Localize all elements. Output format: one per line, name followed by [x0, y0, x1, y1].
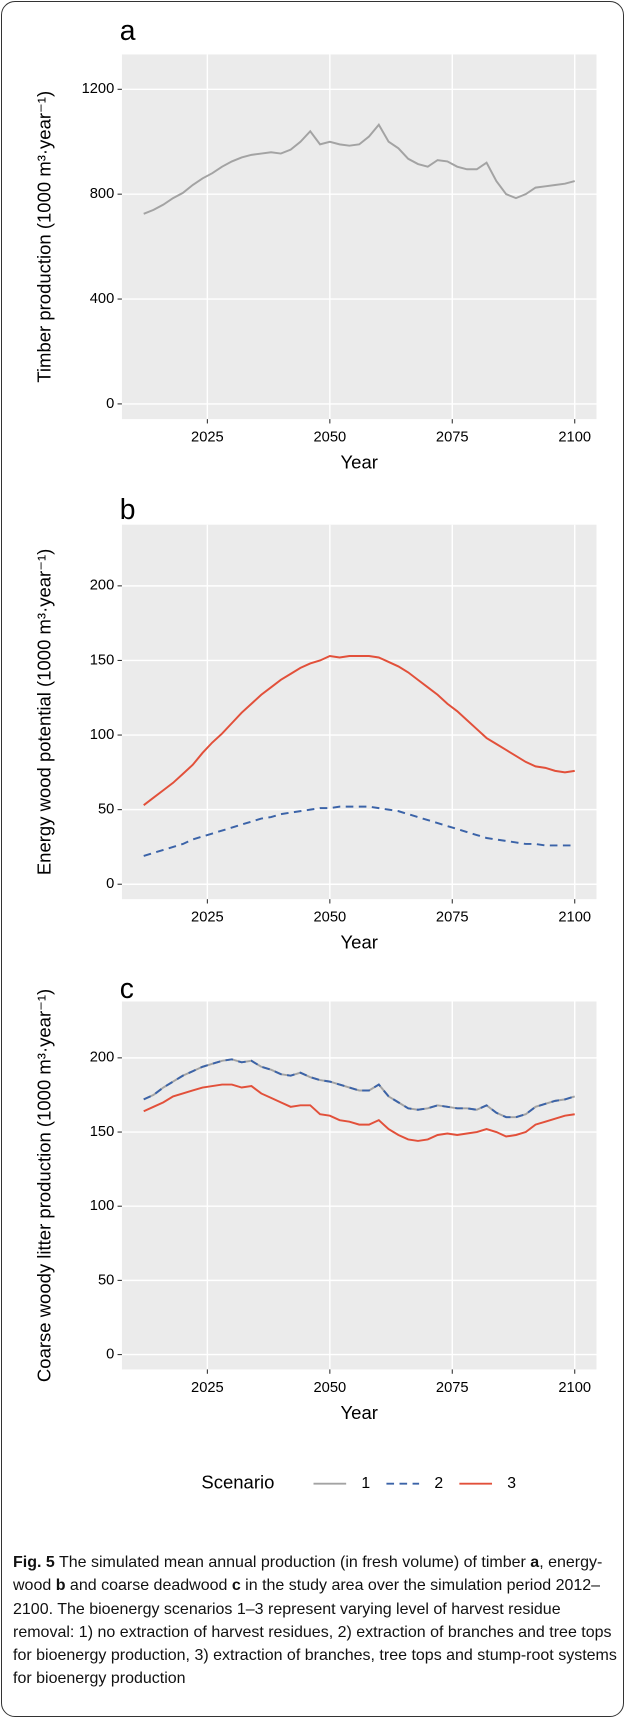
x-tick-label: 2100 — [558, 429, 591, 445]
caption-bold: Fig. 5 — [13, 1554, 55, 1571]
x-tick-label: 2100 — [558, 1380, 591, 1396]
x-tick-label: 2025 — [191, 1380, 224, 1396]
legend-label: 3 — [507, 1475, 516, 1492]
y-tick-label: 0 — [106, 876, 114, 892]
y-tick-label: 50 — [98, 1272, 114, 1288]
series-line — [143, 1083, 575, 1142]
x-tick-label: 2075 — [436, 429, 469, 445]
x-tick-label: 2100 — [558, 910, 591, 926]
panel-title: b — [120, 493, 136, 525]
y-axis-label: Coarse woody litter production (1000 m³·… — [34, 989, 55, 1382]
caption-text: , energy-wood — [13, 1554, 603, 1595]
x-tick-label: 2075 — [436, 1380, 469, 1396]
x-axis-label: Year — [341, 452, 378, 473]
caption-bold: c — [231, 1577, 241, 1595]
series-line — [143, 805, 575, 857]
y-axis-label: Timber production (1000 m³·year⁻¹) — [34, 91, 55, 383]
y-tick-label: 200 — [90, 578, 115, 594]
caption-text: and coarse deadwood — [65, 1577, 232, 1595]
series-line — [143, 122, 575, 215]
x-tick-label: 2050 — [313, 910, 346, 926]
plot-background — [121, 1001, 597, 1370]
legend-label: 2 — [434, 1475, 443, 1492]
y-tick-label: 800 — [90, 186, 115, 202]
caption-text: The simulated mean annual production (in… — [54, 1554, 531, 1571]
legend-title: Scenario — [201, 1472, 274, 1493]
panel-title: a — [120, 14, 136, 46]
x-axis-label: Year — [341, 1402, 378, 1423]
panel-title: c — [120, 972, 134, 1004]
series-line — [143, 654, 575, 806]
series-line — [143, 1058, 576, 1119]
y-tick-label: 1200 — [82, 81, 115, 97]
x-tick-label: 2025 — [191, 429, 224, 445]
y-tick-label: 150 — [90, 1124, 115, 1140]
x-tick-label: 2050 — [313, 1380, 346, 1396]
y-tick-label: 100 — [90, 727, 115, 743]
y-tick-label: 50 — [98, 802, 114, 818]
caption: Fig. 5 The simulated mean annual product… — [13, 1551, 617, 1691]
x-tick-label: 2025 — [191, 910, 224, 926]
legend-label: 1 — [361, 1475, 370, 1492]
y-tick-label: 100 — [90, 1198, 115, 1214]
x-axis-label: Year — [341, 932, 378, 953]
y-tick-label: 150 — [90, 652, 115, 668]
y-tick-label: 200 — [90, 1050, 115, 1066]
plot-background — [121, 524, 597, 900]
x-tick-label: 2050 — [313, 429, 346, 445]
caption-text: in the study area over the simulation pe… — [13, 1577, 617, 1688]
caption-bold: a — [530, 1554, 540, 1571]
plot-background — [121, 54, 597, 420]
x-tick-label: 2075 — [436, 910, 469, 926]
y-tick-label: 0 — [106, 1346, 114, 1362]
y-tick-label: 400 — [90, 291, 115, 307]
caption-bold: b — [55, 1577, 66, 1595]
y-tick-label: 0 — [106, 396, 114, 412]
y-axis-label: Energy wood potential (1000 m³·year⁻¹) — [34, 549, 55, 875]
